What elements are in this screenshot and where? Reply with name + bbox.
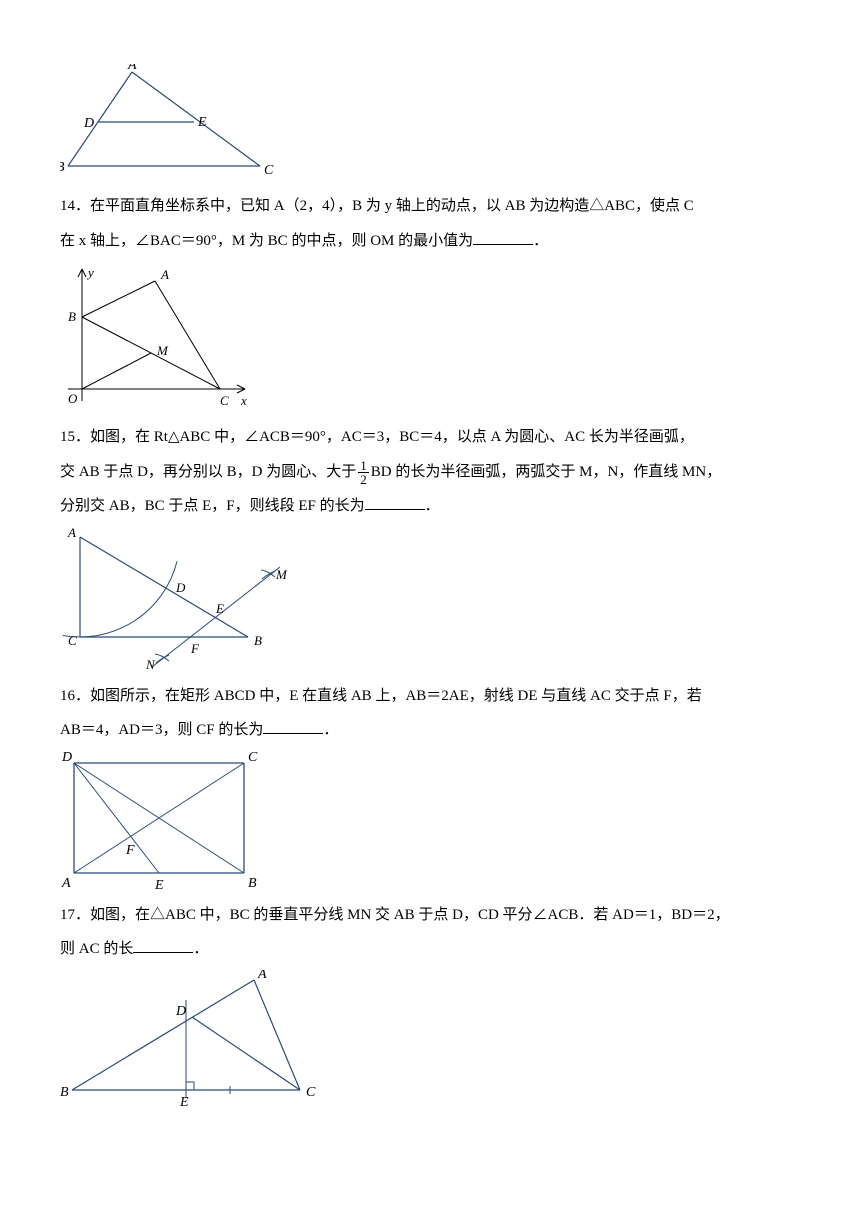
svg-text:B: B [60, 160, 65, 175]
problem-16-text-1: 如图所示，在矩形 ABCD 中，E 在直线 AB 上，AB＝2AE，射线 DE … [90, 688, 702, 704]
problem-17-line-1: 17．如图，在△ABC 中，BC 的垂直平分线 MN 交 AB 于点 D，CD … [60, 901, 800, 930]
svg-text:F: F [125, 843, 135, 858]
problem-15-line-2: 交 AB 于点 D，再分别以 B，D 为圆心、大于12BD 的长为半径画弧，两弧… [60, 458, 800, 487]
problem-16-line-1: 16．如图所示，在矩形 ABCD 中，E 在直线 AB 上，AB＝2AE，射线 … [60, 682, 800, 711]
fraction-half: 12 [358, 459, 369, 486]
problem-14-number: 14． [60, 198, 90, 214]
problem-15-text-2b: BD 的长为半径画弧，两弧交于 M，N，作直线 MN， [371, 464, 721, 480]
svg-text:F: F [190, 641, 200, 656]
problem-17-text-3: ． [193, 941, 208, 957]
svg-text:C: C [264, 163, 274, 178]
problem-17-text-2: 则 AC 的长 [60, 941, 133, 957]
svg-text:M: M [156, 343, 169, 358]
svg-text:A: A [61, 876, 71, 891]
svg-text:D: D [175, 580, 186, 595]
svg-text:E: E [197, 115, 207, 130]
problem-15-text-4: ． [425, 498, 440, 514]
problem-16-line-2: AB＝4，AD＝3，则 CF 的长为 ． [60, 716, 800, 745]
svg-text:E: E [215, 601, 224, 616]
blank-17 [133, 938, 193, 953]
fraction-num: 1 [358, 459, 369, 473]
problem-17-number: 17． [60, 907, 90, 923]
svg-text:B: B [60, 1085, 69, 1100]
problem-16-text-3: ． [323, 722, 338, 738]
problem-17-line-2: 则 AC 的长 ． [60, 935, 800, 964]
svg-text:B: B [248, 876, 257, 891]
svg-text:C: C [248, 751, 258, 765]
svg-text:A: A [257, 970, 267, 982]
svg-text:B: B [254, 633, 262, 648]
svg-text:D: D [83, 116, 94, 131]
figure-16-svg: D C A B E F [60, 751, 270, 891]
svg-text:O: O [68, 391, 78, 406]
svg-text:M: M [275, 567, 288, 582]
figure-16: D C A B E F [60, 751, 800, 891]
svg-text:A: A [160, 267, 169, 282]
svg-text:C: C [68, 633, 77, 648]
problem-16-number: 16． [60, 688, 90, 704]
svg-text:D: D [175, 1004, 186, 1019]
svg-text:N: N [145, 657, 156, 672]
problem-15-line-3: 分别交 AB，BC 于点 E，F，则线段 EF 的长为 ． [60, 492, 800, 521]
figure-17: A B C D E [60, 970, 800, 1108]
svg-text:C: C [306, 1085, 316, 1100]
problem-14-line-2: 在 x 轴上，∠BAC＝90°，M 为 BC 的中点，则 OM 的最小值为 ． [60, 227, 800, 256]
problem-15-text-2a: 交 AB 于点 D，再分别以 B，D 为圆心、大于 [60, 464, 356, 480]
figure-14: Ox y A B C M [60, 261, 800, 413]
problem-15-number: 15． [60, 429, 90, 445]
blank-14 [473, 230, 533, 245]
svg-text:y: y [86, 265, 94, 280]
svg-text:A: A [127, 64, 137, 73]
problem-14-line-1: 14．在平面直角坐标系中，已知 A（2，4），B 为 y 轴上的动点，以 AB … [60, 192, 800, 221]
problem-15-text-1: 如图，在 Rt△ABC 中，∠ACB＝90°，AC＝3，BC＝4，以点 A 为圆… [90, 429, 694, 445]
figure-13: A B C D E [60, 64, 800, 182]
figure-17-svg: A B C D E [60, 970, 330, 1108]
fraction-den: 2 [358, 473, 369, 486]
figure-15: A C B D E F M N [60, 527, 800, 672]
figure-13-svg: A B C D E [60, 64, 280, 182]
svg-text:C: C [220, 393, 229, 408]
blank-16 [263, 719, 323, 734]
problem-15-text-3: 分别交 AB，BC 于点 E，F，则线段 EF 的长为 [60, 498, 365, 514]
svg-text:E: E [154, 878, 164, 891]
blank-15 [365, 495, 425, 510]
problem-14-text-3: ． [533, 233, 548, 249]
svg-text:x: x [240, 393, 247, 408]
problem-15-line-1: 15．如图，在 Rt△ABC 中，∠ACB＝90°，AC＝3，BC＝4，以点 A… [60, 423, 800, 452]
svg-text:B: B [68, 309, 76, 324]
problem-14-text-2: 在 x 轴上，∠BAC＝90°，M 为 BC 的中点，则 OM 的最小值为 [60, 233, 473, 249]
svg-text:D: D [61, 751, 72, 765]
problem-14-text-1: 在平面直角坐标系中，已知 A（2，4），B 为 y 轴上的动点，以 AB 为边构… [90, 198, 694, 214]
svg-text:A: A [67, 527, 76, 540]
figure-14-svg: Ox y A B C M [60, 261, 255, 413]
figure-15-svg: A C B D E F M N [60, 527, 300, 672]
problem-16-text-2: AB＝4，AD＝3，则 CF 的长为 [60, 722, 263, 738]
problem-17-text-1: 如图，在△ABC 中，BC 的垂直平分线 MN 交 AB 于点 D，CD 平分∠… [90, 907, 730, 923]
svg-text:E: E [179, 1095, 189, 1108]
